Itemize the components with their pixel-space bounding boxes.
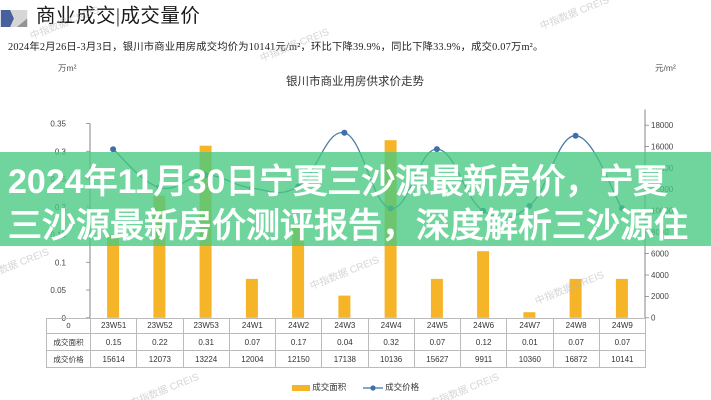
svg-text:0.05: 0.05 — [50, 286, 66, 295]
svg-text:0: 0 — [651, 314, 656, 323]
svg-text:万m²: 万m² — [58, 63, 77, 73]
svg-text:18000: 18000 — [651, 121, 674, 130]
svg-text:4000: 4000 — [651, 271, 669, 280]
svg-text:2000: 2000 — [651, 292, 669, 301]
svg-text:6000: 6000 — [651, 249, 669, 258]
svg-text:16000: 16000 — [651, 142, 674, 151]
svg-text:0.1: 0.1 — [55, 258, 67, 267]
svg-text:元/m²: 元/m² — [655, 63, 676, 73]
svg-text:0.35: 0.35 — [50, 120, 66, 129]
svg-text:银川市商业用房供求价走势: 银川市商业用房供求价走势 — [286, 74, 424, 88]
